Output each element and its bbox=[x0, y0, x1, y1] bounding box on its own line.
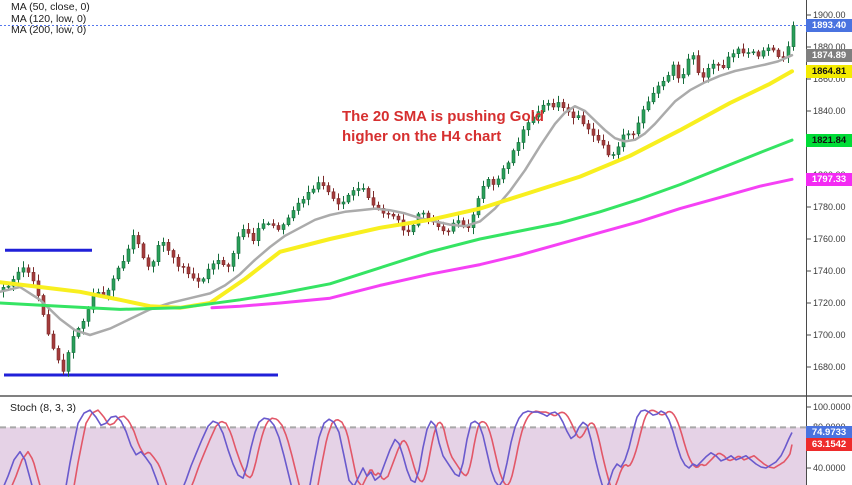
stoch-tick-label: 100.0000 bbox=[813, 401, 851, 412]
current-price-badge: 1893.40 bbox=[806, 19, 852, 33]
stoch-main-line bbox=[3, 409, 793, 485]
price-panel[interactable] bbox=[0, 21, 806, 377]
price-tick-label: 1860.00 bbox=[813, 73, 846, 84]
stochastic-panel[interactable] bbox=[0, 409, 806, 485]
price-tick-label: 1720.00 bbox=[813, 297, 846, 308]
stoch-k-badge: 74.9733 bbox=[806, 425, 852, 439]
ma-line-sma-20 bbox=[0, 53, 794, 337]
price-tick-label: 1900.00 bbox=[813, 9, 846, 20]
stoch-signal-line bbox=[11, 409, 793, 485]
ma-line-ma-120-low bbox=[0, 138, 794, 311]
price-tick-label: 1700.00 bbox=[813, 329, 846, 340]
price-tick-label: 1840.00 bbox=[813, 105, 846, 116]
ma120-value-badge: 1821.84 bbox=[806, 133, 852, 147]
price-tick-label: 1760.00 bbox=[813, 233, 846, 244]
price-tick-label: 1740.00 bbox=[813, 265, 846, 276]
annotation-line-2: higher on the H4 chart bbox=[342, 128, 502, 145]
stoch-tick-label: 40.0000 bbox=[813, 462, 846, 473]
annotation-line-1: The 20 SMA is pushing Gold bbox=[342, 108, 544, 125]
ma200-value-badge: 1797.33 bbox=[806, 172, 852, 186]
ma-200-label: MA (200, low, 0) bbox=[11, 24, 87, 36]
price-tick-label: 1880.00 bbox=[813, 41, 846, 52]
ma50-value-badge: 1864.81 bbox=[806, 64, 852, 78]
price-tick-label: 1780.00 bbox=[813, 201, 846, 212]
ma-line-ma-200-low bbox=[210, 177, 794, 310]
price-tick-label: 1680.00 bbox=[813, 361, 846, 372]
ma-120-label: MA (120, low, 0) bbox=[11, 12, 87, 25]
ma-50-label: MA (50, close, 0) bbox=[11, 1, 90, 13]
chart-annotation: The 20 SMA is pushing Gold higher on the… bbox=[342, 107, 544, 147]
ma-line-ma-50-close bbox=[0, 69, 794, 310]
stoch-d-badge: 63.1542 bbox=[806, 437, 852, 451]
sma20-value-badge: 1874.89 bbox=[806, 48, 852, 62]
stochastic-label: Stoch (8, 3, 3) bbox=[10, 402, 76, 414]
